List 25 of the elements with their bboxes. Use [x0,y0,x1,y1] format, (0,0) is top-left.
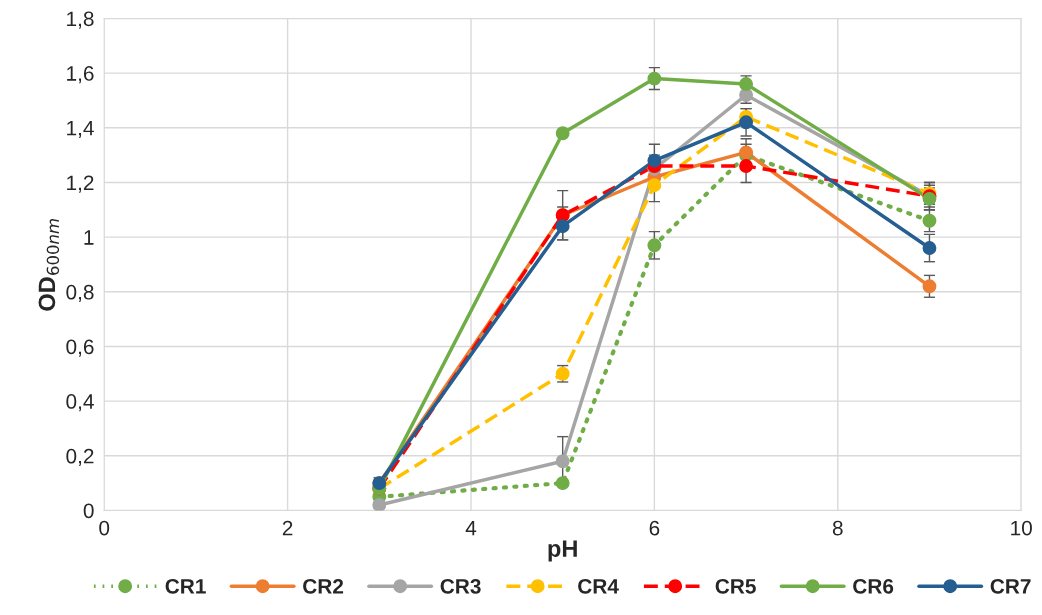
legend-label: CR3 [440,578,481,594]
x-tick-label: 0 [99,520,110,536]
legend-label: CR5 [715,578,756,594]
y-tick-label: 0,4 [66,394,94,412]
x-tick-label: 8 [832,520,843,536]
y-tick-label: 1,6 [67,66,94,84]
y-tick-label: 1,2 [67,175,94,193]
y-tick-label: 1 [84,230,94,245]
legend-label: CR6 [853,578,894,594]
legend-label: CR4 [578,578,619,594]
y-tick-label: 0 [83,503,94,519]
y-tick-label: 0,6 [66,339,94,357]
x-axis-title: pH [548,540,577,562]
x-tick-label: 10 [1011,520,1032,536]
legend-label: CR1 [165,578,206,594]
x-tick-label: 4 [465,520,477,536]
y-tick-label: 0,8 [66,284,94,302]
legend-label: CR2 [303,578,344,594]
y-axis-title: OD$_{600nm}$ [38,219,60,311]
legend-label: CR7 [990,578,1031,594]
x-tick-label: 6 [649,520,660,536]
y-tick-label: 1,8 [67,11,94,29]
x-tick-label: 2 [282,520,293,536]
y-tick-label: 1,4 [67,121,94,138]
y-tick-label: 0,2 [66,448,94,466]
